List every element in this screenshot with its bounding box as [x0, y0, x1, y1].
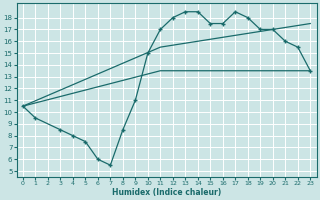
X-axis label: Humidex (Indice chaleur): Humidex (Indice chaleur) — [112, 188, 221, 197]
